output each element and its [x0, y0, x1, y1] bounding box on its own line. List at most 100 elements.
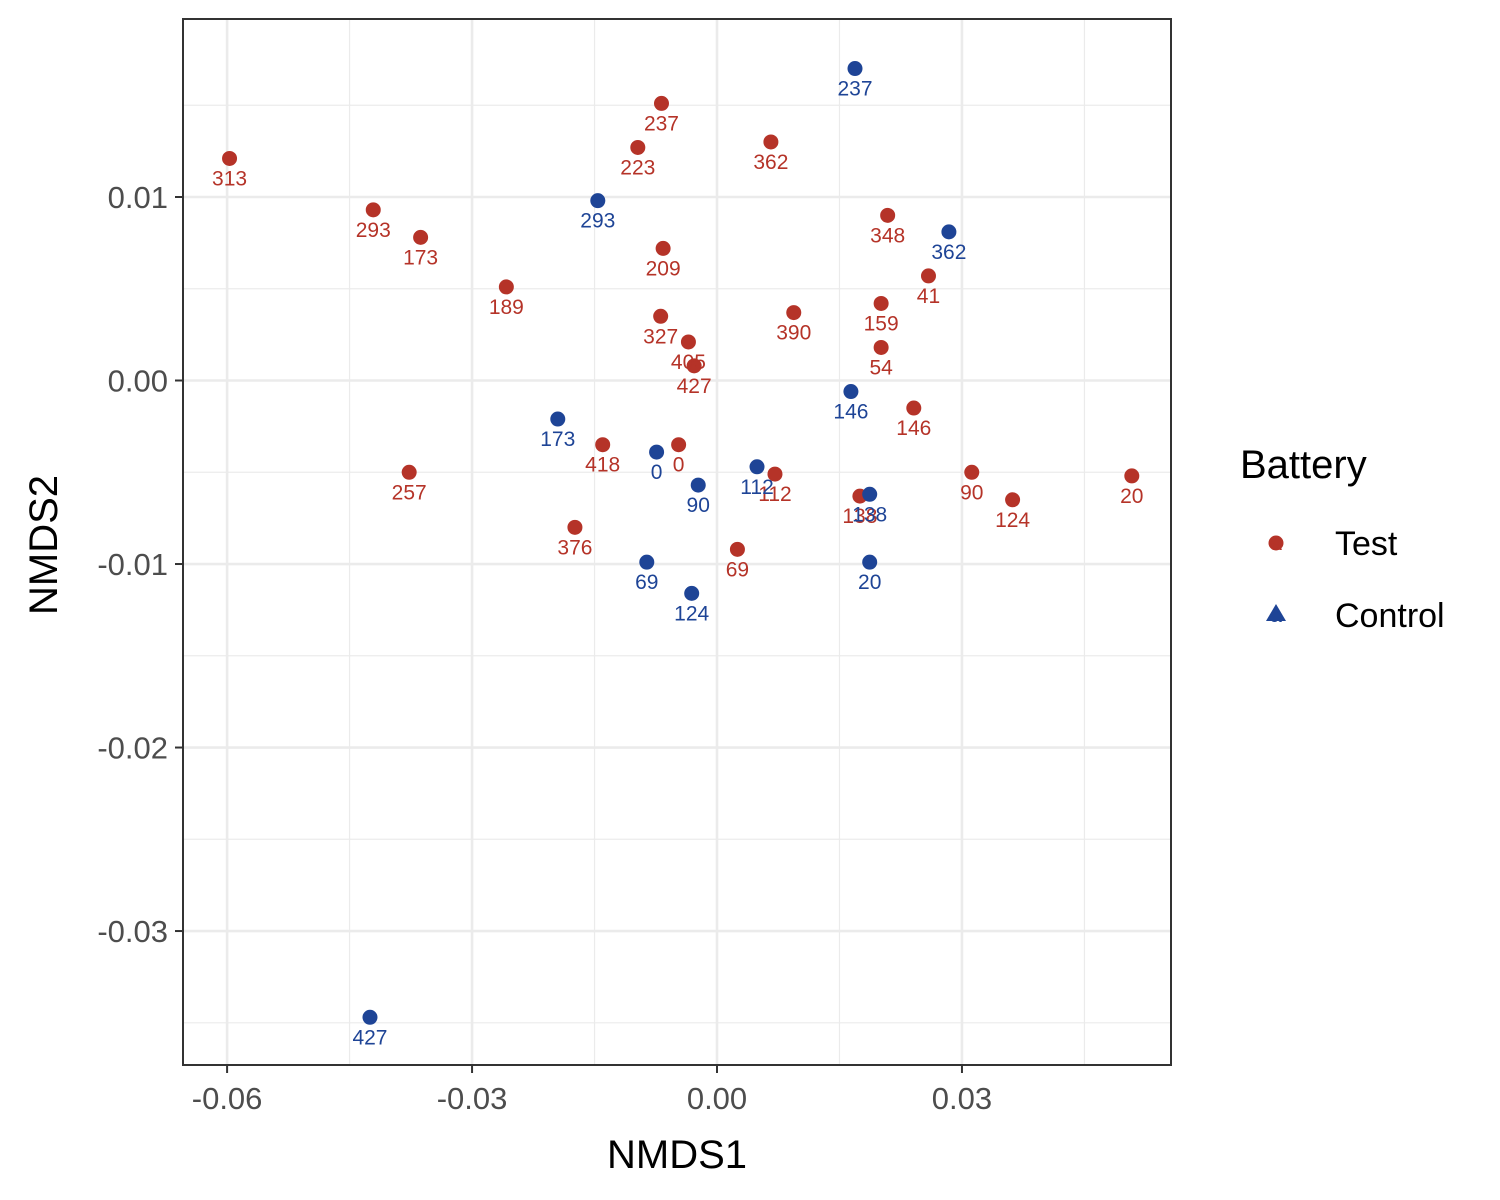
y-tick-label: 0.01	[108, 180, 168, 215]
minor-gridlines	[183, 19, 1171, 1065]
test-point-label: 223	[620, 156, 655, 179]
control-point-label: 427	[352, 1026, 387, 1049]
control-point	[749, 459, 765, 475]
test-point	[498, 279, 514, 295]
test-point	[365, 202, 381, 218]
test-point-label: 390	[776, 322, 811, 345]
legend-key-control-triangle	[1266, 604, 1286, 621]
plot-panel-background	[183, 19, 1171, 1065]
y-tick-label: -0.02	[97, 731, 168, 766]
control-point	[862, 554, 878, 570]
plot-panel-border	[182, 18, 1172, 1066]
test-point-label: 376	[557, 536, 592, 559]
control-point-label: 146	[833, 401, 868, 424]
legend-title: Battery	[1240, 443, 1367, 487]
control-point	[941, 224, 957, 240]
test-point	[880, 207, 896, 223]
x-axis-ticks: -0.06 -0.03 0.00 0.03	[192, 1065, 992, 1116]
test-point-label: 112	[758, 483, 791, 506]
test-point-label: 41	[917, 285, 940, 308]
y-axis-ticks: 0.01 0.00 -0.01 -0.02 -0.03	[97, 180, 183, 949]
control-point-label: 237	[837, 78, 872, 101]
test-point-label: 405	[671, 351, 706, 374]
test-point-label: 348	[870, 224, 905, 247]
legend-label-test: Test	[1335, 525, 1398, 563]
x-axis-title: NMDS1	[607, 1133, 747, 1177]
test-point-label: 209	[646, 257, 681, 280]
test-point-label: 90	[960, 481, 983, 504]
x-tick-label: -0.06	[192, 1081, 263, 1116]
test-point	[920, 268, 936, 284]
control-point-label: 20	[858, 571, 881, 594]
test-point-label: 257	[392, 481, 427, 504]
test-point	[653, 95, 669, 111]
legend-keys: aa	[1266, 532, 1286, 627]
test-point	[401, 464, 417, 480]
y-axis-title: NMDS2	[22, 475, 66, 615]
legend: Battery aa Test Control	[1240, 443, 1445, 635]
control-point-label: 362	[931, 241, 966, 264]
control-point	[843, 384, 859, 400]
test-point	[567, 519, 583, 535]
test-point	[964, 464, 980, 480]
test-point-label: 418	[585, 454, 620, 477]
test-point	[680, 334, 696, 350]
test-point-label: 20	[1120, 485, 1143, 508]
point-labels: 3132931731892372232093274054273623903484…	[212, 78, 1143, 1050]
test-point-label: 173	[403, 246, 438, 269]
test-point-label: 54	[869, 356, 893, 379]
test-point	[906, 400, 922, 416]
test-point	[767, 466, 783, 482]
major-gridlines	[183, 19, 1171, 1065]
test-point	[873, 295, 889, 311]
test-point	[630, 139, 646, 155]
control-point	[590, 193, 606, 209]
control-point-label: 138	[852, 503, 887, 526]
test-point	[595, 437, 611, 453]
test-point-label: 293	[356, 219, 391, 242]
control-point-label: 90	[687, 494, 710, 517]
control-point	[649, 444, 665, 460]
control-point-label: 69	[635, 571, 658, 594]
control-point	[550, 411, 566, 427]
test-point-label: 427	[677, 375, 712, 398]
test-point	[1005, 492, 1021, 508]
test-point	[222, 150, 238, 166]
test-point-label: 69	[726, 558, 749, 581]
control-point-label: 173	[540, 428, 575, 451]
control-point	[684, 585, 700, 601]
test-point-label: 237	[644, 112, 679, 135]
test-point-label: 159	[864, 312, 899, 335]
control-point	[362, 1009, 378, 1025]
legend-key-control-letter: a	[1270, 604, 1282, 627]
test-point-label: 146	[896, 417, 931, 440]
y-tick-label: 0.00	[108, 364, 168, 399]
test-point-label: 124	[995, 509, 1030, 532]
control-point-label: 124	[674, 602, 709, 625]
test-point-label: 138	[842, 505, 877, 528]
test-point	[686, 358, 702, 374]
test-point	[655, 240, 671, 256]
data-points	[222, 61, 1140, 1025]
y-tick-label: -0.01	[97, 547, 168, 582]
test-point-label: 189	[489, 296, 524, 319]
legend-key-test-letter: a	[1270, 532, 1282, 555]
test-point	[786, 305, 802, 321]
test-point	[763, 134, 779, 150]
legend-label-control: Control	[1335, 597, 1445, 635]
y-tick-label: -0.03	[97, 914, 168, 949]
test-point-label: 327	[643, 325, 678, 348]
test-point-label: 362	[753, 151, 788, 174]
control-point-label: 112	[740, 476, 773, 499]
test-point-label: 313	[212, 167, 247, 190]
test-point	[671, 437, 687, 453]
control-point-label: 293	[580, 210, 615, 233]
control-point-label: 0	[651, 461, 663, 484]
x-tick-label: 0.00	[687, 1081, 747, 1116]
x-tick-label: -0.03	[437, 1081, 508, 1116]
test-point	[413, 229, 429, 245]
test-point	[653, 308, 669, 324]
x-tick-label: 0.03	[932, 1081, 992, 1116]
control-point	[862, 486, 878, 502]
